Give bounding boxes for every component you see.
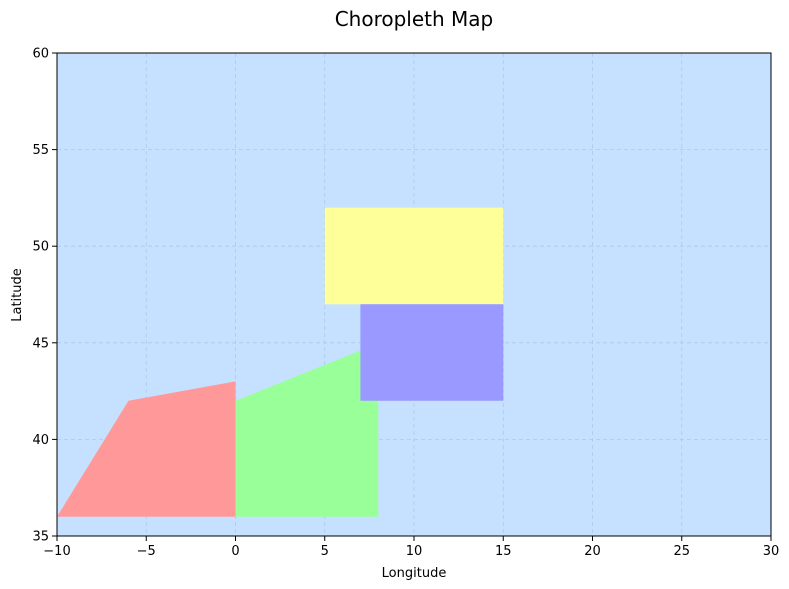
region-3: [324, 207, 504, 305]
x-tick-label: 20: [584, 544, 601, 559]
region-2: [235, 350, 379, 517]
region-1: [57, 381, 236, 517]
chart-title: Choropleth Map: [335, 7, 494, 31]
x-tick-label: 0: [231, 544, 239, 559]
regions: [57, 207, 504, 517]
x-tick-label: −10: [43, 544, 70, 559]
x-axis-ticks: −10 −5 0 5 10 15 20 25 30: [43, 536, 779, 559]
x-tick-label: 15: [495, 544, 512, 559]
x-tick-label: 10: [406, 544, 423, 559]
y-tick-label: 60: [32, 47, 49, 62]
region-4: [360, 304, 504, 401]
x-tick-label: 25: [673, 544, 690, 559]
y-tick-label: 55: [32, 143, 49, 158]
y-tick-label: 35: [32, 530, 49, 545]
y-tick-label: 45: [32, 336, 49, 351]
x-tick-label: −5: [137, 544, 156, 559]
y-axis-ticks: 35 40 45 50 55 60: [32, 47, 57, 545]
y-axis-label: Latitude: [10, 268, 25, 322]
y-tick-label: 50: [32, 240, 49, 255]
x-axis-label: Longitude: [382, 566, 447, 581]
x-tick-label: 30: [763, 544, 780, 559]
y-tick-label: 40: [32, 433, 49, 448]
x-tick-label: 5: [321, 544, 329, 559]
